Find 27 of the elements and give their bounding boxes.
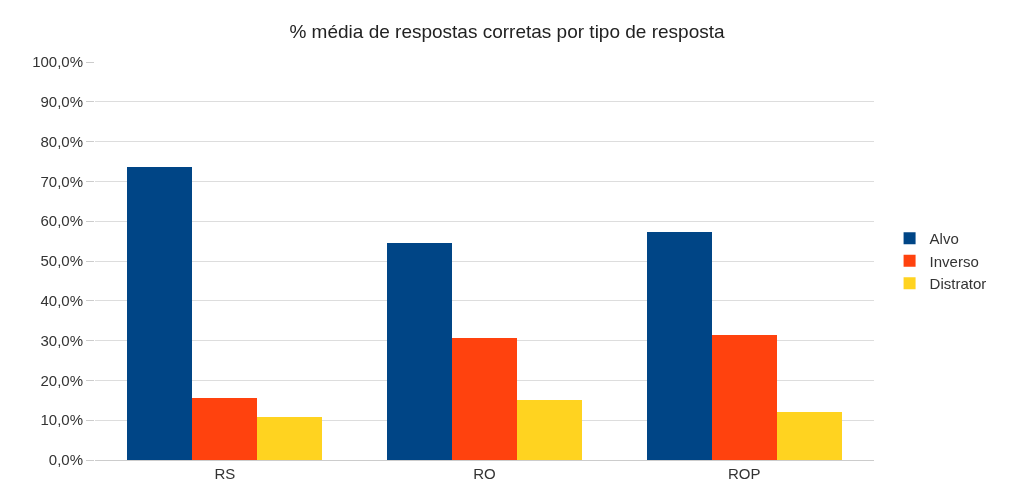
x-tick-label: RO bbox=[473, 465, 496, 482]
legend-label: Distrator bbox=[929, 275, 987, 293]
bar bbox=[647, 232, 712, 460]
bar bbox=[452, 338, 517, 460]
y-tick-label: 90,0% bbox=[40, 93, 83, 111]
y-tick-label: 30,0% bbox=[40, 331, 83, 349]
y-tick-label: 10,0% bbox=[40, 411, 83, 429]
x-tick-label: ROP bbox=[727, 465, 761, 482]
bar bbox=[712, 335, 777, 460]
x-tick-label: RS bbox=[214, 465, 236, 482]
y-tick-label: 100,0% bbox=[32, 53, 83, 71]
bar bbox=[192, 398, 257, 460]
y-tick-label: 50,0% bbox=[40, 252, 83, 270]
bar bbox=[257, 417, 322, 460]
bar bbox=[387, 243, 452, 460]
legend-label: Alvo bbox=[929, 230, 959, 248]
legend-label: Inverso bbox=[929, 252, 979, 270]
y-tick-label: 40,0% bbox=[40, 292, 83, 310]
y-tick-label: 60,0% bbox=[40, 212, 83, 230]
bar bbox=[777, 412, 842, 460]
bar bbox=[127, 167, 192, 460]
bar bbox=[517, 400, 582, 460]
chart-title: % média de respostas corretas por tipo de resposta bbox=[289, 21, 725, 43]
y-tick-label: 70,0% bbox=[40, 172, 83, 190]
y-tick-label: 20,0% bbox=[40, 371, 83, 389]
y-tick-label: 80,0% bbox=[40, 132, 83, 150]
y-tick-label: 0,0% bbox=[48, 451, 83, 469]
